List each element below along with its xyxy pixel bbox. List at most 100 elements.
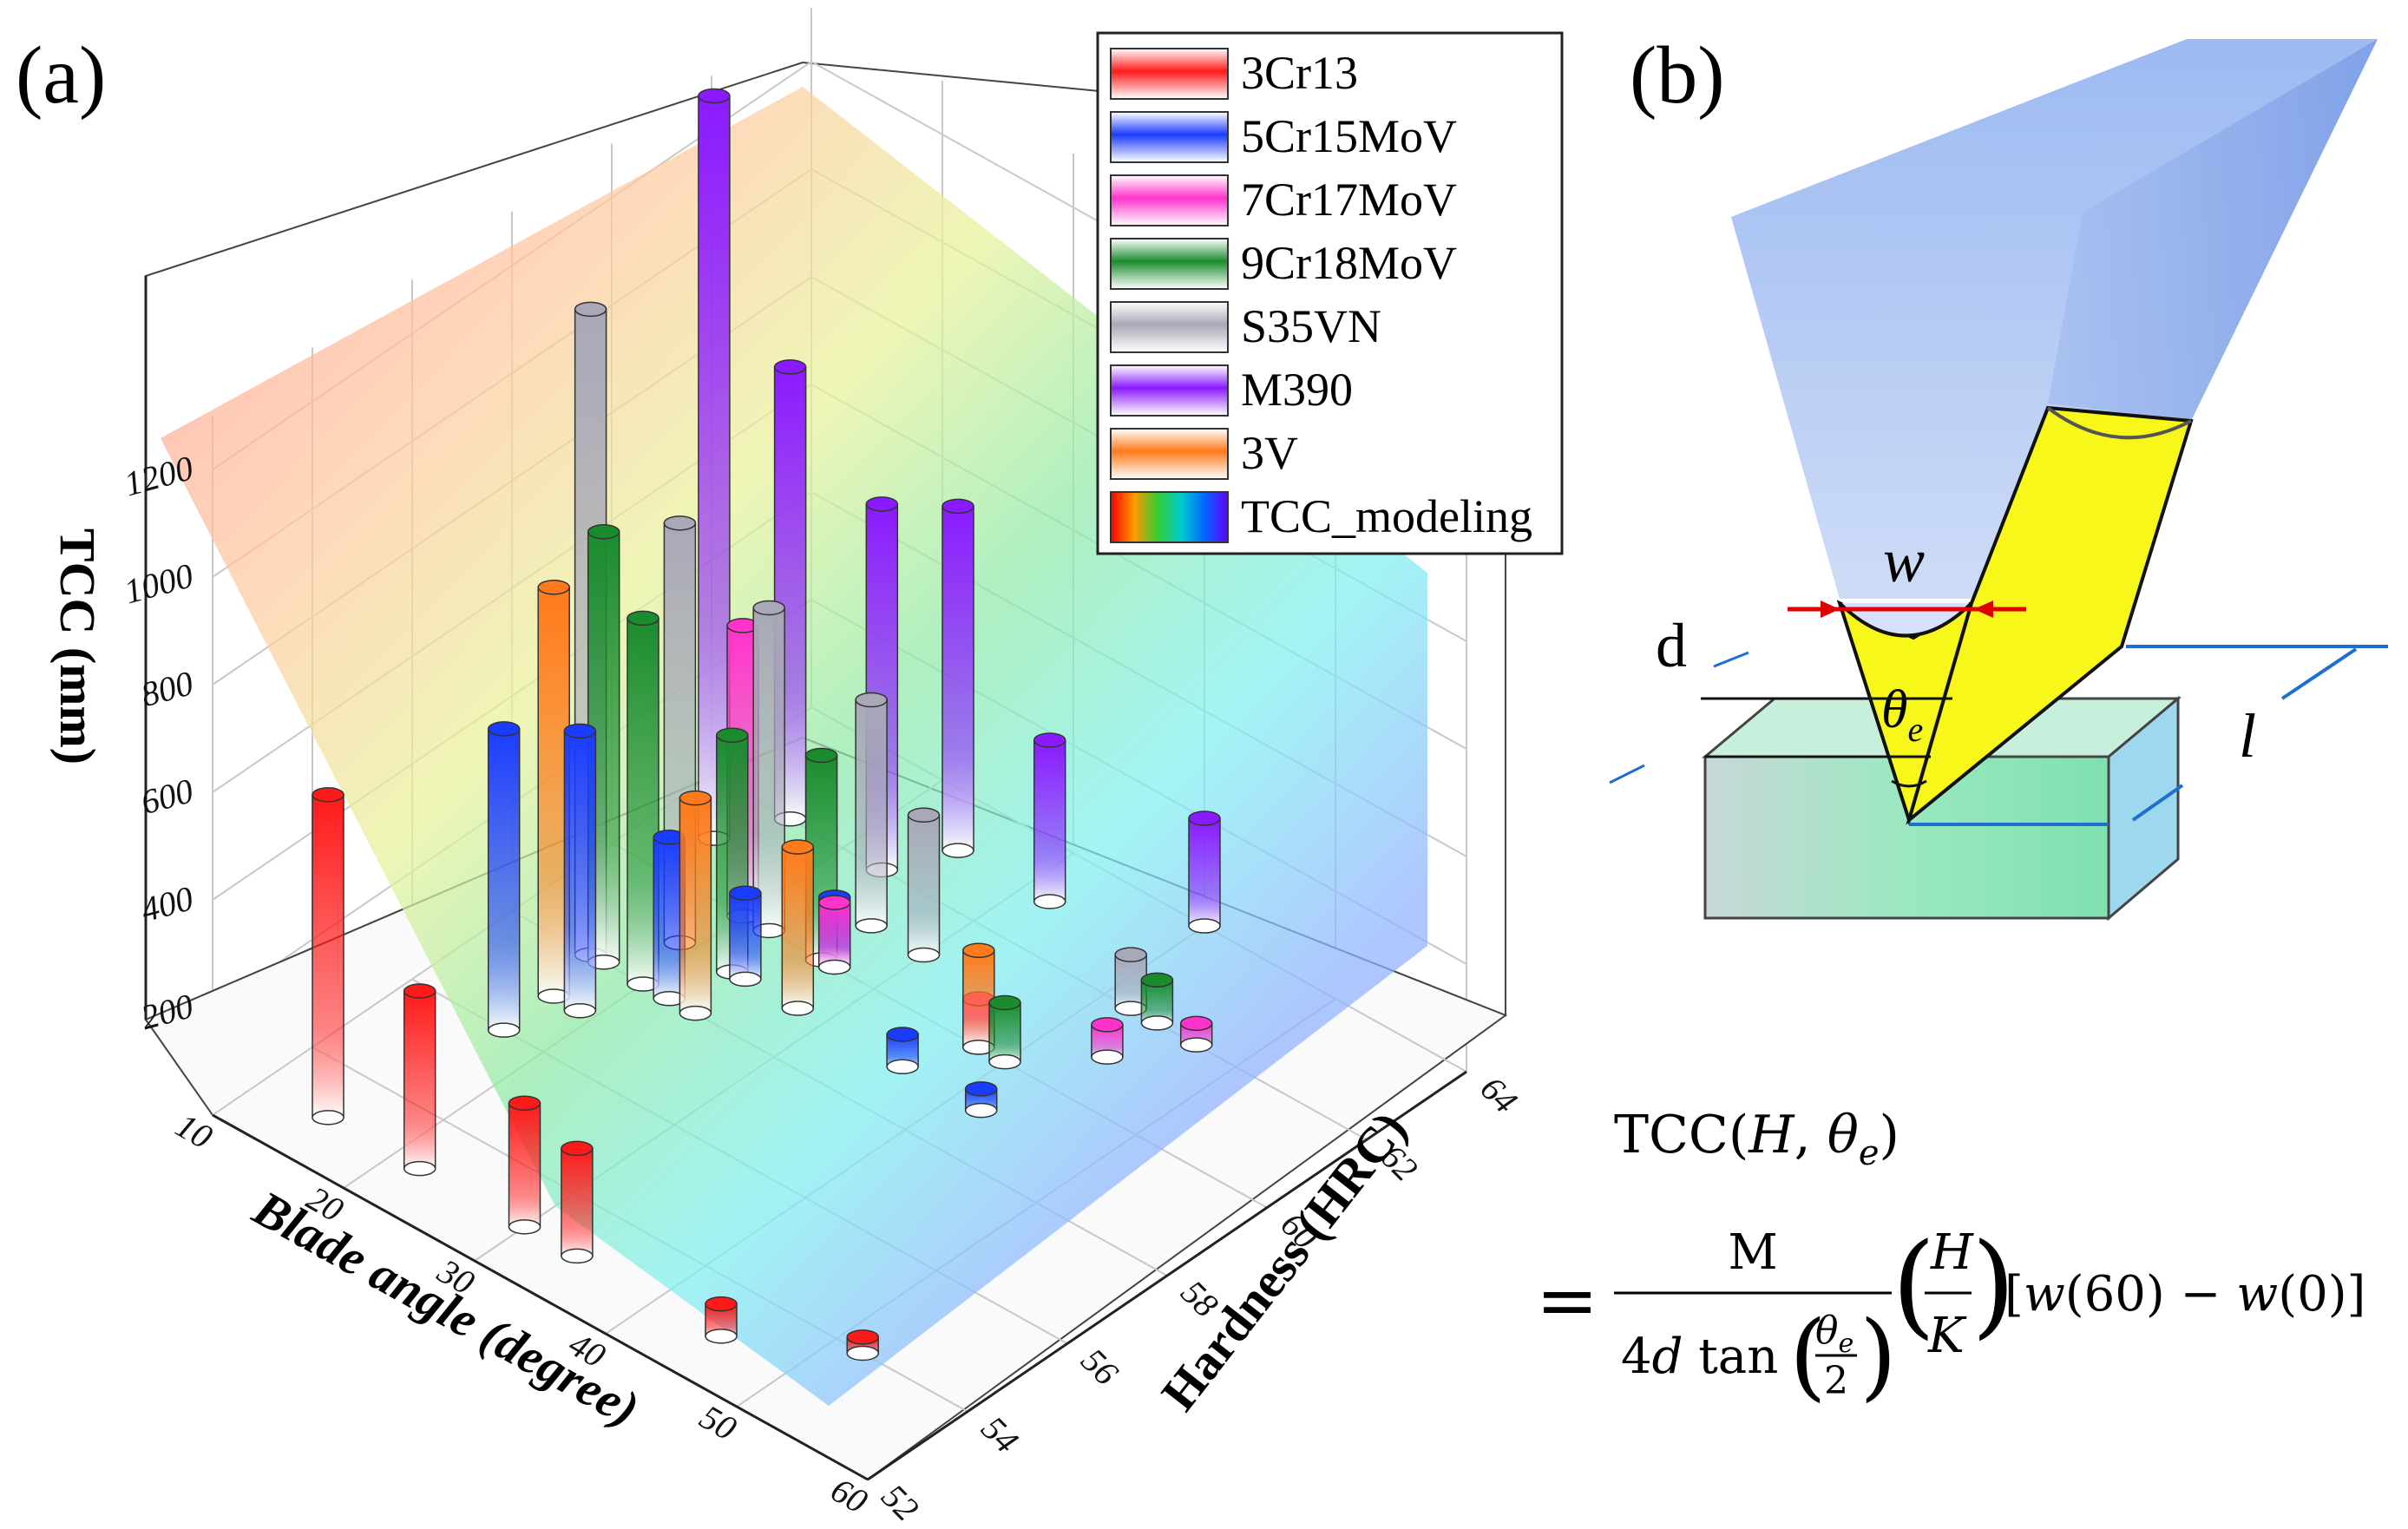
bar-3cr13 [846,1329,879,1362]
legend-swatch [1110,174,1229,226]
bar-3v [962,942,995,1055]
legend-label: 5Cr15MoV [1241,110,1457,162]
bar-body [679,797,712,1014]
d-label: d [1656,611,1687,680]
denominator: 4d tan [1621,1329,1778,1385]
bar-cap [587,524,620,540]
bar-cap [663,515,697,531]
bar-cap [773,359,807,375]
bar-base [988,1053,1021,1070]
panel-label-a: (a) [16,30,106,121]
bar-cap [804,747,838,764]
bar-7cr17mov [817,895,851,975]
bar-base [508,1219,541,1235]
y-tick-label: 64 [1473,1068,1525,1120]
legend-label: 7Cr17MoV [1241,174,1457,226]
legend-swatch [1110,111,1229,163]
bar-cap [561,1140,594,1157]
legend-swatch [1110,364,1229,417]
legend-label: 3Cr13 [1241,47,1358,99]
bar-cap [1091,1017,1124,1033]
bar-cap [855,692,888,708]
y-tick-label: 54 [974,1408,1026,1460]
theta-label: θe [1881,680,1923,749]
bar-base [855,918,888,934]
bar-body [752,607,785,932]
bars-group [312,88,1221,1362]
bar-body [988,1001,1021,1063]
legend-label: 3V [1241,427,1298,479]
w-arrow-right [1974,600,1993,618]
paren-open-2: ( [1892,1218,1936,1350]
y-tick-label: 56 [1073,1341,1125,1393]
bar-cap [574,301,607,318]
bar-cap [1188,810,1221,826]
bar-cap [537,580,570,595]
legend-label: TCC_modeling [1241,490,1532,542]
bar-s35vn [855,692,888,934]
bar-base [964,1102,998,1119]
bar-body [817,902,851,968]
bar-body [508,1102,541,1228]
bar-cap [846,1329,879,1345]
bar-body [487,728,521,1031]
bar-9cr18mov [988,994,1021,1070]
legend-label: 9Cr18MoV [1241,237,1457,289]
numerator: M [1728,1224,1777,1281]
bar-cap [886,1027,919,1042]
bar-body [1033,739,1066,902]
bar-5cr15mov [729,885,762,988]
block-side-face [2107,695,2180,922]
bar-cap [729,885,762,901]
legend-item: M390 [1110,364,1353,417]
bar-cap [817,895,851,910]
bar-base [1179,1037,1213,1053]
bar-5cr15mov [886,1027,919,1074]
legend-swatch [1110,48,1229,100]
x-axis-line [212,1113,869,1481]
bar-body [561,1147,594,1257]
bar-m390 [698,88,731,846]
legend-item: 3V [1110,427,1298,480]
bar-base [1091,1049,1124,1065]
bar-base [729,971,762,988]
equation-lhs: TCC(H, θe) [1614,1105,1899,1173]
bar-3cr13 [403,983,436,1177]
bracket-expression: [w(60) − w(0)] [2004,1266,2365,1322]
bar-base [403,1160,436,1177]
y-tick-label: 52 [874,1476,926,1528]
bar-base [561,1248,594,1264]
bar-9cr18mov [1140,972,1174,1031]
equals-sign: = [1536,1257,1598,1344]
bar-cap [705,1296,738,1312]
y-axis-line [867,1070,1467,1481]
legend-swatch [1110,301,1229,353]
bar-cap [627,610,659,627]
bar-cap [942,498,974,515]
bar-body [312,794,344,1119]
d-arrow-top [1713,651,1749,668]
bar-s35vn [907,807,941,963]
w-label: w [1883,526,1925,595]
bar-5cr15mov [487,721,521,1038]
bar-base [846,1345,879,1362]
bar-body [1188,817,1221,927]
bar-5cr15mov [563,723,597,1019]
legend-item: 3Cr13 [1110,47,1358,100]
frac-k: K [1927,1308,1967,1364]
bar-cap [781,839,815,855]
bar-cap [312,787,344,803]
bar-3cr13 [705,1296,738,1344]
bar-body [907,814,941,956]
legend-item: S35VN [1110,300,1381,353]
legend-item: 9Cr18MoV [1110,237,1457,290]
bar-cap [508,1095,541,1111]
bar-3v [679,790,712,1021]
theta-arc [1891,779,1927,788]
panel-label-b: (b) [1630,30,1725,121]
bar-m390 [942,498,974,858]
bar-cap [865,496,899,512]
bar-body [698,95,731,839]
